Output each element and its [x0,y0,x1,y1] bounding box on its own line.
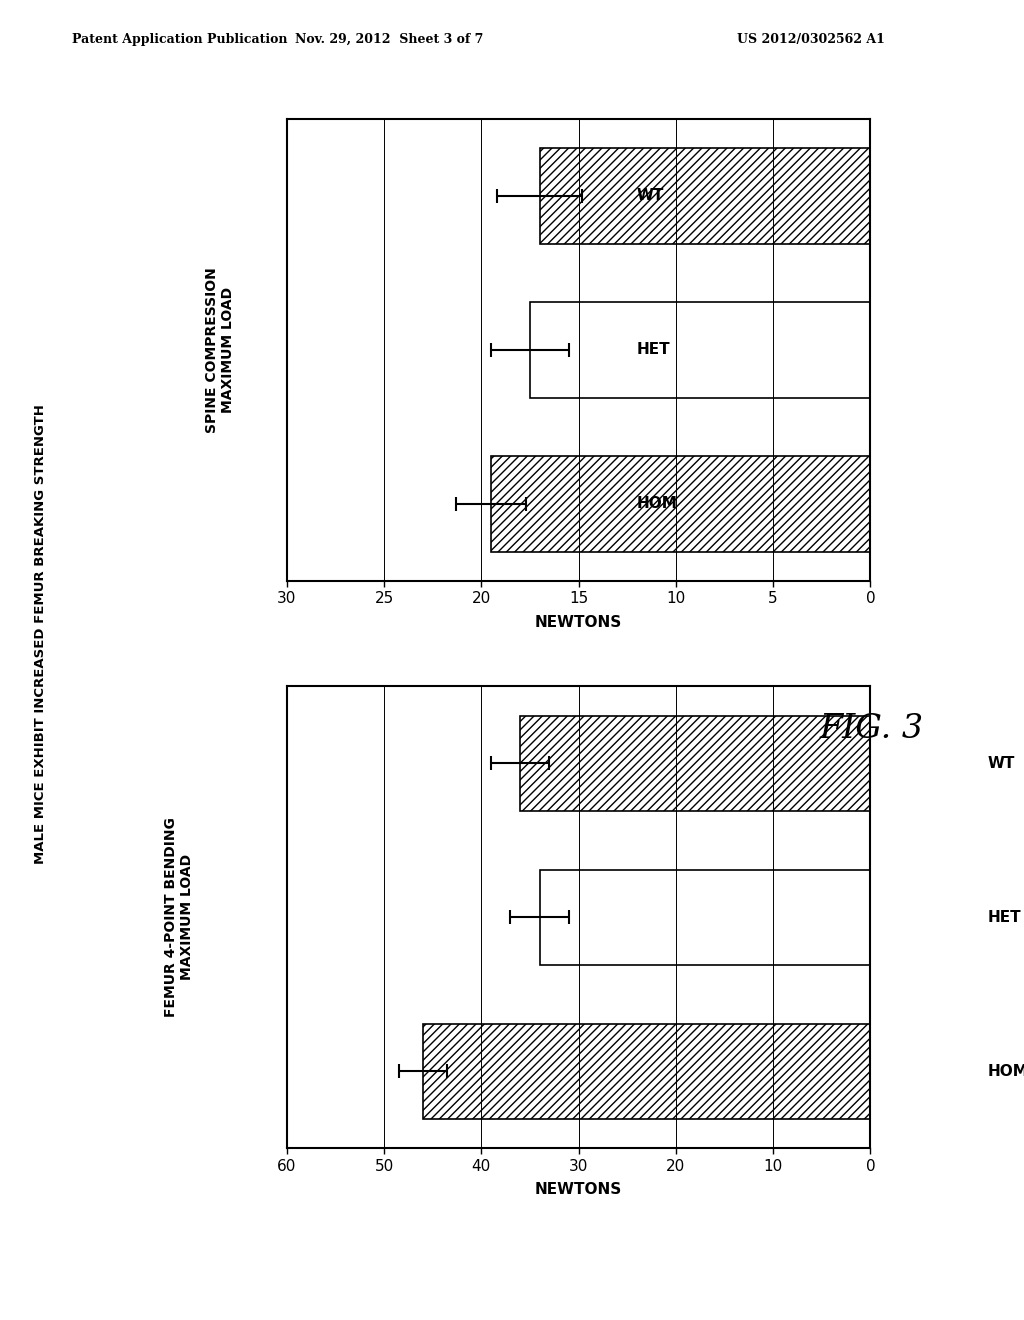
Text: Patent Application Publication: Patent Application Publication [72,33,287,46]
Text: SPINE COMPRESSION
MAXIMUM LOAD: SPINE COMPRESSION MAXIMUM LOAD [205,267,236,433]
Text: WT: WT [987,756,1015,771]
Text: FIG. 3: FIG. 3 [819,713,924,744]
Bar [520,715,870,810]
Text: HET: HET [987,909,1021,925]
Bar [423,1024,870,1119]
Bar [530,302,870,397]
X-axis label: NEWTONS: NEWTONS [535,1183,623,1197]
Text: HOM: HOM [987,1064,1024,1078]
Bar [540,870,870,965]
Text: FEMUR 4-POINT BENDING
MAXIMUM LOAD: FEMUR 4-POINT BENDING MAXIMUM LOAD [164,817,195,1018]
Bar [492,455,870,552]
Text: WT: WT [637,189,665,203]
Text: HET: HET [637,342,671,358]
Text: HOM: HOM [637,496,678,511]
Text: MALE MICE EXHIBIT INCREASED FEMUR BREAKING STRENGTH: MALE MICE EXHIBIT INCREASED FEMUR BREAKI… [35,404,47,863]
Text: Nov. 29, 2012  Sheet 3 of 7: Nov. 29, 2012 Sheet 3 of 7 [295,33,483,46]
Bar [540,148,870,243]
Text: US 2012/0302562 A1: US 2012/0302562 A1 [737,33,885,46]
X-axis label: NEWTONS: NEWTONS [535,615,623,630]
